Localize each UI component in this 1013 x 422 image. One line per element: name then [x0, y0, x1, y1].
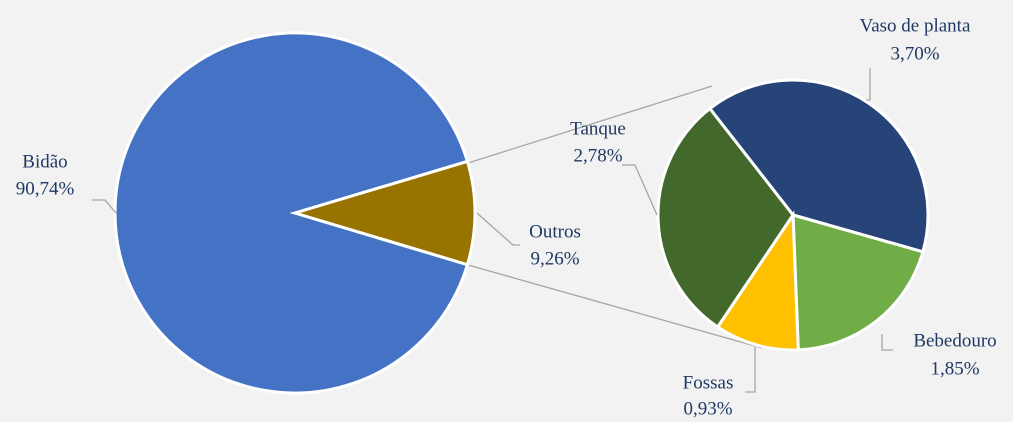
slice-label: Vaso de planta: [860, 15, 971, 36]
slice-label: Tanque: [570, 118, 626, 139]
pie-slice: [289, 159, 477, 267]
slice-label: Fossas: [683, 372, 734, 393]
slice-label: Bebedouro: [913, 330, 996, 351]
slice-value-label: 90,74%: [16, 178, 75, 199]
connector-line: [467, 264, 763, 349]
leader-line: [476, 212, 520, 246]
connector-line: [467, 85, 713, 164]
pie-slice: [707, 78, 930, 254]
leader-line: [622, 164, 658, 216]
slice-label: Bidão: [22, 151, 67, 172]
pie-slice: [656, 106, 795, 330]
slice-value-label: 3,70%: [890, 43, 939, 64]
slice-label: Outros: [529, 221, 581, 242]
slice-value-label: 2,78%: [573, 145, 622, 166]
leader-line: [745, 347, 756, 393]
slice-value-label: 1,85%: [930, 358, 979, 379]
leader-line: [881, 334, 893, 351]
leader-line: [866, 68, 871, 101]
pie-slice: [791, 212, 925, 352]
slice-value-label: 9,26%: [530, 248, 579, 269]
slice-value-label: 0,93%: [683, 398, 732, 419]
pie-slice: [715, 210, 800, 352]
leader-line: [92, 199, 117, 214]
